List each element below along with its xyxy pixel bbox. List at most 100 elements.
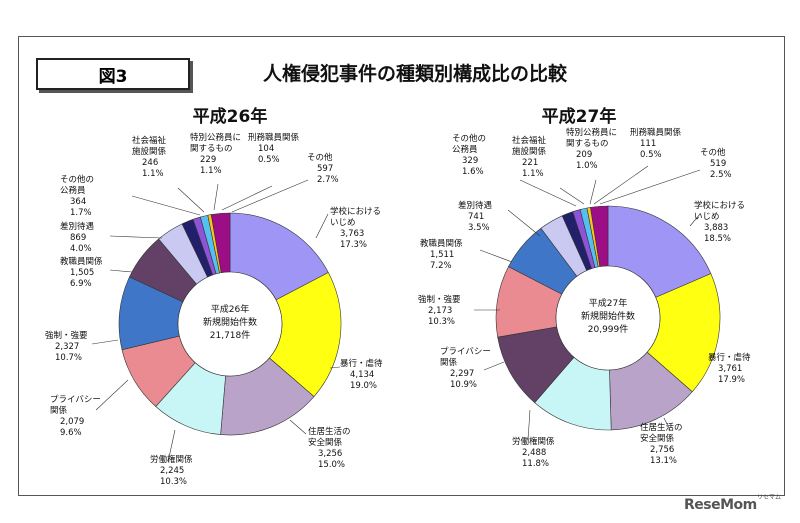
slice-percent: 1.1% [142, 169, 164, 179]
leader-line [109, 235, 163, 239]
slice-count: 229 [200, 155, 216, 165]
slice-percent: 10.3% [160, 477, 187, 487]
center-label: 新規開始件数 [203, 316, 257, 328]
slice-percent: 1.1% [200, 166, 222, 176]
slice-percent: 17.9% [718, 375, 745, 385]
leader-line [95, 379, 129, 411]
slice-label: 安全関係 [308, 437, 343, 448]
credit-logo-sub: リセマム [757, 494, 782, 501]
leader-line [593, 165, 649, 205]
slice-count: 1,511 [430, 250, 454, 260]
slice-label: 刑務職員関係 [630, 127, 682, 138]
slice-label: 特別公務員に [190, 132, 241, 143]
leader-line [507, 209, 541, 237]
slice-label: プライバシー [50, 395, 101, 405]
center-label: 平成27年 [589, 297, 627, 309]
slice-label: 関係 [440, 358, 458, 368]
donut-hole [555, 265, 661, 371]
leader-line [483, 361, 505, 371]
leader-line [213, 183, 219, 211]
slice-count: 741 [468, 212, 484, 222]
center-label: 新規開始件数 [581, 310, 635, 322]
slice-label: 安全関係 [640, 433, 675, 444]
slice-count: 246 [142, 158, 158, 168]
slice-percent: 7.2% [430, 261, 452, 271]
slice-label: 労働権関係 [150, 454, 193, 465]
slice-count: 869 [70, 233, 86, 243]
slice-count: 2,079 [60, 417, 84, 427]
slice-percent: 15.0% [318, 460, 345, 470]
slice-percent: 1.1% [522, 169, 544, 179]
slice-label: 学校における [694, 200, 745, 211]
slice-label: 施設関係 [132, 146, 167, 157]
leader-line [599, 169, 701, 205]
leader-line [231, 179, 309, 213]
slice-percent: 10.9% [450, 380, 477, 390]
leader-line [709, 354, 713, 361]
slice-count: 3,761 [718, 364, 742, 374]
slice-count: 3,256 [318, 449, 342, 459]
slice-count: 111 [640, 139, 656, 149]
slice-percent: 17.3% [340, 240, 367, 250]
leader-line [315, 213, 329, 239]
leader-line [329, 366, 341, 369]
slice-count: 364 [70, 197, 86, 207]
slice-label: 公務員 [452, 144, 478, 155]
slice-percent: 3.5% [468, 223, 490, 233]
slice-label: 刑務職員関係 [248, 132, 300, 143]
slice-label: 関するもの [566, 139, 609, 149]
donut-hole [177, 271, 283, 377]
slice-count: 2,173 [428, 306, 452, 316]
slice-label: 差別待遇 [60, 221, 95, 232]
slice-count: 2,297 [450, 369, 474, 379]
leader-line [479, 249, 513, 263]
slice-label: 住居生活の [308, 426, 351, 437]
slice-count: 2,488 [522, 448, 546, 458]
pie-subtitle: 平成26年 [193, 106, 268, 127]
slice-percent: 4.0% [70, 244, 92, 254]
leader-line [109, 269, 133, 273]
leader-line [519, 179, 577, 207]
slice-percent: 10.3% [428, 317, 455, 327]
slice-count: 2,245 [160, 466, 184, 476]
slice-count: 329 [462, 156, 478, 166]
slice-count: 2,327 [55, 342, 79, 352]
leader-line [289, 419, 307, 435]
slice-label: 教職員関係 [60, 256, 103, 267]
slice-percent: 2.7% [317, 175, 339, 185]
slice-label: 施設関係 [512, 146, 547, 157]
slice-percent: 6.9% [70, 279, 92, 289]
slice-percent: 1.6% [462, 167, 484, 177]
leader-line [663, 417, 671, 431]
slice-label: 労働権関係 [512, 436, 555, 447]
slice-percent: 1.7% [70, 208, 92, 218]
leader-line [689, 213, 701, 227]
slice-percent: 0.5% [640, 150, 662, 160]
slice-label: その他 [700, 147, 726, 158]
leader-line [559, 187, 585, 205]
slice-label: いじめ [694, 212, 720, 222]
slice-percent: 18.5% [704, 234, 731, 244]
leader-line [527, 409, 531, 441]
slice-label: 強制・強要 [45, 330, 88, 341]
slice-label: その他 [307, 152, 333, 163]
slice-percent: 11.8% [522, 459, 549, 469]
figure-label: 図3 [36, 58, 190, 90]
slice-label: 公務員 [60, 185, 86, 196]
center-label: 21,718件 [210, 329, 251, 341]
slice-count: 2,756 [650, 445, 674, 455]
chart-title: 人権侵犯事件の種類別構成比の比較 [262, 63, 567, 85]
leader-line [167, 429, 176, 463]
slice-percent: 9.6% [60, 428, 82, 438]
slice-percent: 13.1% [650, 456, 677, 466]
leader-line [589, 179, 597, 205]
slice-percent: 10.7% [55, 353, 82, 363]
slice-count: 4,134 [350, 370, 374, 380]
slice-count: 209 [576, 150, 592, 160]
slice-label: 特別公務員に [566, 127, 617, 138]
slice-count: 597 [317, 164, 333, 174]
slice-count: 104 [258, 144, 274, 154]
slice-label: 社会福祉 [512, 135, 547, 146]
leader-line [91, 339, 119, 345]
slice-label: その他の [452, 133, 486, 144]
